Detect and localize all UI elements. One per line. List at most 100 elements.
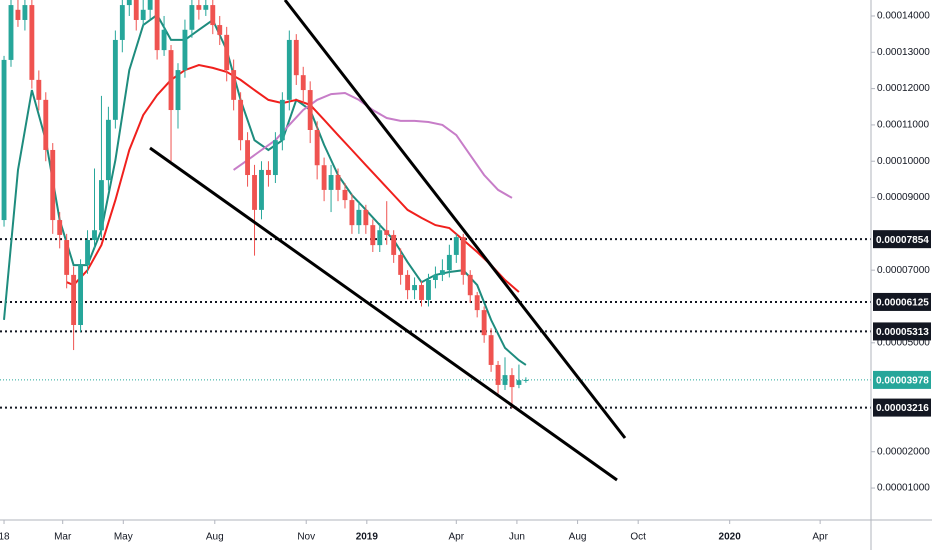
candle-body [15,9,21,20]
candle-body [112,39,118,120]
candle-body [377,230,383,246]
y-tick-label: 0.00011000 [877,120,930,131]
x-tick-label: 2019 [356,532,379,543]
y-tick-label: 0.00001000 [877,483,930,494]
y-tick-label: 0.00009000 [877,192,930,203]
x-tick-label: Apr [449,532,465,543]
candle-body [252,175,257,210]
x-tick-label: 2020 [719,532,742,543]
candle-body [495,364,501,385]
candle-body [266,169,271,176]
candle-body [168,50,174,111]
candle-body [349,200,355,226]
candle-body [384,230,390,235]
x-tick-label: Nov [297,532,315,543]
candle-body [419,285,424,300]
x-tick-label: May [114,532,133,543]
x-tick-label: Oct [630,532,646,543]
candle-body [210,5,216,26]
candle-body [328,175,334,190]
candle-body [307,90,313,130]
level-label-box [873,398,931,417]
trendlines [149,0,627,482]
candle-body [509,375,515,388]
last-price-label: 0.00003978 [876,376,929,387]
candle-body [279,99,285,141]
candle-body [119,5,125,40]
candle-body [363,209,369,226]
candle-body [426,279,431,300]
candle-body [196,5,202,10]
candle-body [22,5,28,20]
candle-body [300,75,306,91]
candle-body [217,25,223,35]
candle-body [356,209,362,226]
y-tick-label: 0.00012000 [877,83,930,94]
candle-body [460,237,466,275]
candle-body [286,39,292,100]
candle-body [92,230,97,241]
candle-body [1,59,7,221]
candle-body [259,169,264,210]
candle-body [189,5,195,30]
candle-body [412,285,417,291]
y-tick-label: 0.00013000 [877,47,930,58]
candle-body [140,9,146,20]
candle-body [453,237,459,255]
y-tick-label: 0.00010000 [877,156,930,167]
candle-body [126,0,132,6]
candle-body [36,79,42,100]
trendline [149,146,618,482]
axes: 0.00014000 0.00013000 0.00012000 0.00011000… [0,11,931,543]
candle-body [224,34,230,71]
x-tick-label: 18 [0,532,10,543]
candle-body [342,189,348,201]
candle-body [154,0,160,51]
candle-body [203,5,209,10]
y-tick-label: 0.00014000 [877,11,930,22]
candle-body [314,130,320,166]
candle-body [481,310,487,336]
candle-body [467,274,473,296]
level-label-box [873,230,931,249]
candle-body [175,70,181,111]
candle-body [8,5,14,60]
candle-body [474,295,480,311]
candle-body [161,29,167,51]
candle-body [85,240,90,266]
level-label: 0.00007854 [876,235,929,246]
candle-body [99,180,104,231]
candle-body [105,119,111,181]
candle-body [432,274,438,280]
last-price-box [873,370,931,389]
candle-body [488,335,494,365]
x-tick-label: Mar [54,532,72,543]
y-tick-label: 0.00002000 [877,446,930,457]
candle-body [147,0,153,10]
candle-body [231,70,237,100]
candle-body [43,99,49,150]
candle-body [502,375,508,385]
candle-body [523,379,529,381]
level-label-box [873,292,931,311]
candle-body [293,39,299,76]
x-tick-label: Apr [812,532,828,543]
candle-body [71,274,77,325]
candle-body [391,234,397,255]
level-label: 0.00003216 [876,403,929,414]
candle-body [50,149,56,221]
level-label: 0.00005313 [876,327,929,338]
candle-body [439,270,445,275]
candle-body [446,254,452,271]
candle-body [29,5,35,80]
x-tick-label: Aug [569,532,587,543]
plot-area [0,0,871,409]
candle-body [133,0,139,20]
candle-body [405,274,411,291]
x-tick-label: Jun [509,532,525,543]
candle-body [238,99,244,141]
candle-body [57,220,63,235]
trendline [283,0,627,439]
